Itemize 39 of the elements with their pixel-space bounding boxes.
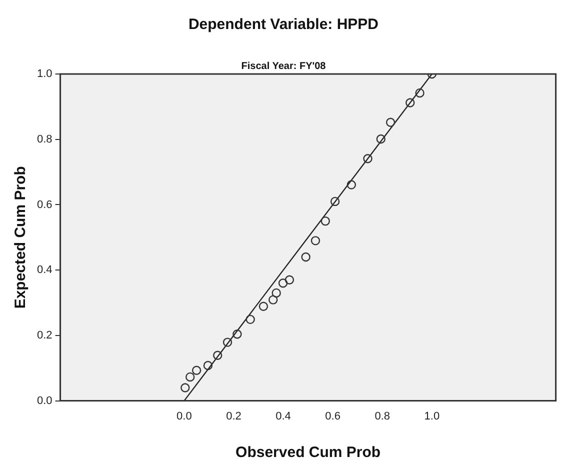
point [406, 98, 415, 108]
point [301, 252, 310, 262]
y-tick-label: 0.4 [36, 264, 52, 276]
x-tick-label: 0.0 [176, 410, 192, 422]
y-tick-label: 0.6 [36, 198, 52, 211]
y-tick-label: 0.0 [36, 394, 52, 407]
point [386, 118, 396, 127]
point [186, 372, 195, 382]
point [246, 314, 255, 324]
x-tick-label: 0.2 [226, 410, 242, 422]
point [310, 236, 320, 246]
y-tick-label: 1.0 [36, 68, 52, 80]
point [268, 295, 278, 304]
point [272, 288, 281, 298]
point [346, 180, 356, 190]
point [330, 196, 340, 206]
chart-title: Dependent Variable: HPPD [188, 16, 379, 34]
point [320, 216, 330, 226]
point [180, 383, 190, 392]
x-tick-label: 0.6 [325, 410, 340, 422]
chart-subtitle: Fiscal Year: FY'08 [241, 60, 326, 72]
x-tick-label: 1.0 [424, 410, 440, 422]
y-tick-label: 0.2 [36, 329, 52, 342]
point [415, 88, 424, 98]
point [363, 154, 372, 164]
x-tick-label: 0.4 [276, 410, 291, 422]
point [203, 360, 213, 370]
point [192, 366, 202, 376]
x-axis-title: Observed Cum Prob [236, 444, 381, 462]
point [258, 302, 268, 311]
point [278, 278, 288, 288]
y-axis-title: Expected Cum Prob [12, 166, 30, 309]
point [213, 350, 222, 360]
y-tick-label: 0.8 [36, 133, 52, 146]
point [232, 330, 242, 339]
point [376, 134, 386, 144]
point [222, 338, 232, 347]
x-tick-label: 0.8 [374, 410, 390, 422]
point [284, 275, 294, 284]
